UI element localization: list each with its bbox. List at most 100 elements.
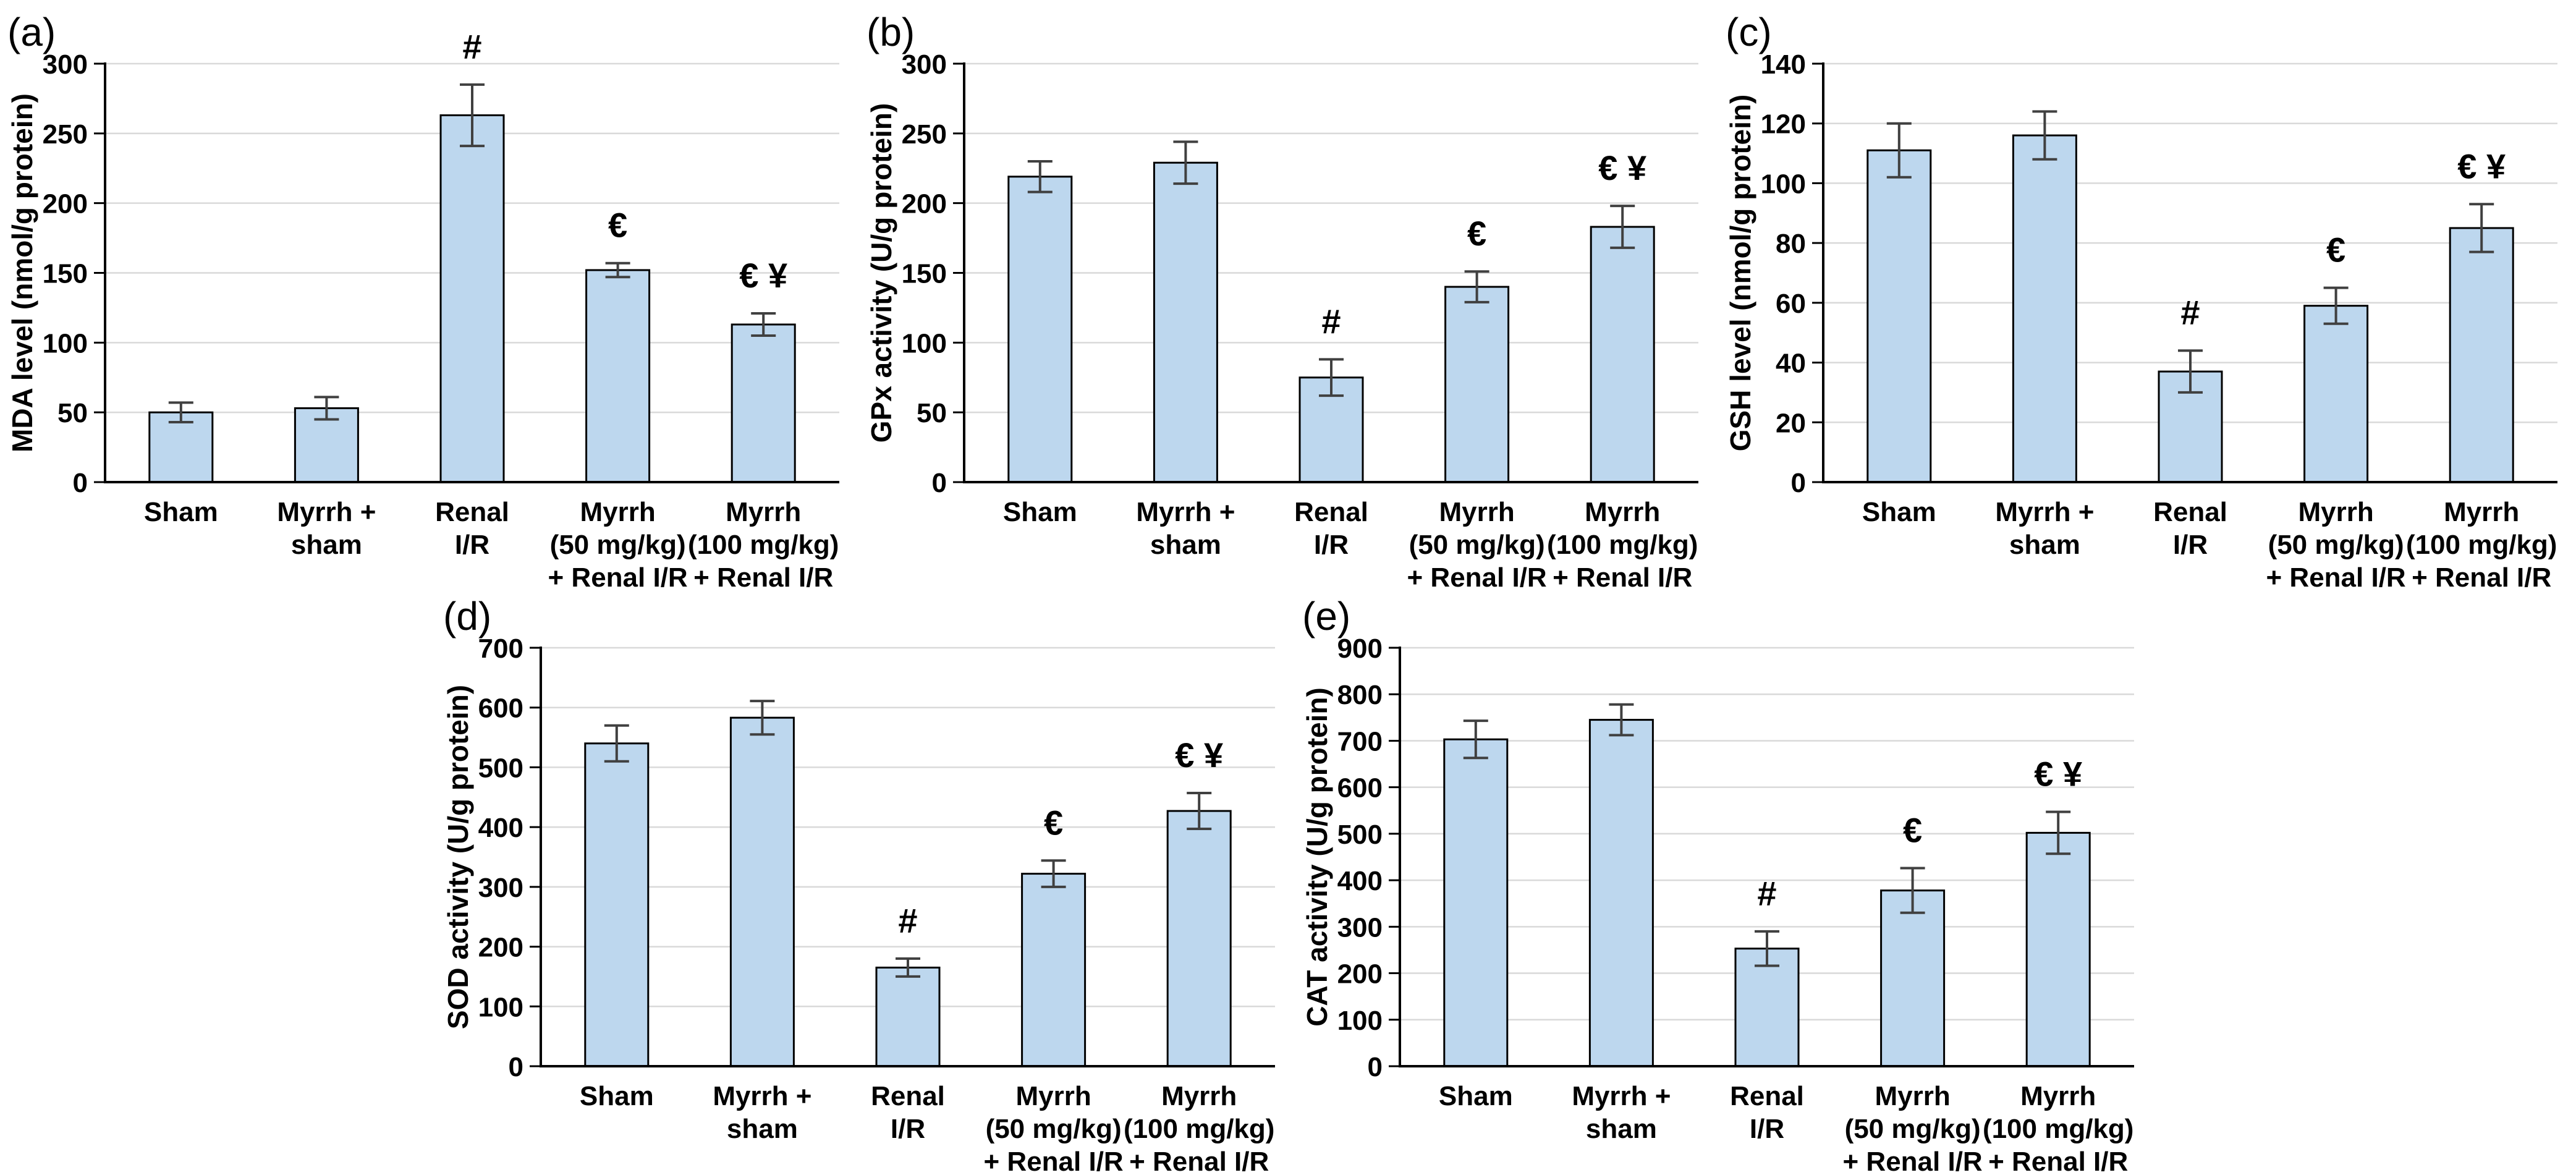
y-axis-title: GSH level (nmol/g protein) [1724,95,1756,452]
bar [2012,134,2077,483]
y-axis-title: CAT activity (U/g protein) [1301,687,1333,1027]
category-label: Myrrh (100 mg/kg) + Renal I/R [1547,497,1698,593]
y-tick-label: 200 [478,933,523,963]
category-label: Myrrh (100 mg/kg) + Renal I/R [2406,497,2557,593]
bar-chart-svg: 0 50 100 150 200 250 300 Sham Myrrh + sham # Renal I… [865,10,1698,593]
error-bar [460,83,485,148]
chart-panel-e: 0 100 200 300 400 500 600 700 800 900 Sham Myrrh + s… [1295,589,2154,1175]
bar-chart-svg: 0 100 200 300 400 500 600 700 Sham Myrrh + sham # Re… [442,594,1275,1175]
y-tick-label: 300 [478,873,523,903]
y-tick-label: 20 [1776,408,1806,438]
category-label: Sham [144,497,218,527]
bar [731,323,796,483]
y-tick-label: 100 [1761,169,1806,199]
error-bar [751,312,776,337]
y-tick-label: 400 [1337,866,1383,896]
y-tick-label: 0 [932,468,947,498]
significance-marker: € [1903,811,1922,850]
category-label: Renal I/R [1294,497,1368,560]
error-bar [1886,122,1912,179]
category-label: Myrrh + sham [1136,497,1235,560]
error-bar [1610,205,1635,249]
y-tick-label: 100 [1337,1006,1383,1036]
bar [585,269,651,483]
y-tick-label: 150 [43,259,88,289]
y-tick-label: 250 [43,119,88,150]
error-bar [2046,810,2071,855]
y-tick-label: 100 [478,992,523,1022]
y-tick-label: 700 [478,634,523,664]
error-bar [1187,792,1212,831]
y-tick-label: 80 [1776,229,1806,259]
significance-marker: € [1044,803,1063,842]
y-tick-label: 50 [57,398,88,428]
significance-marker: € ¥ [739,256,787,295]
category-label: Myrrh (100 mg/kg) + Renal I/R [1983,1081,2134,1175]
y-tick-label: 600 [1337,773,1383,804]
bar [2449,227,2514,483]
y-tick-label: 300 [43,49,88,80]
bar [1444,286,1510,483]
category-label: Myrrh + sham [713,1081,811,1144]
chart-panel-b: 0 50 100 150 200 250 300 Sham Myrrh + sham # Renal I… [859,5,1718,593]
y-tick-label: 200 [43,189,88,219]
category-label: Myrrh (50 mg/kg) + Renal I/R [1407,497,1547,593]
y-tick-label: 140 [1761,49,1806,80]
category-label: Myrrh + sham [1572,1081,1671,1144]
significance-marker: € ¥ [2034,755,2082,794]
y-tick-label: 300 [902,49,947,80]
category-label: Sham [1003,497,1077,527]
bar [875,966,941,1067]
significance-marker: € ¥ [1598,148,1646,187]
category-label: Renal I/R [1730,1081,1804,1144]
y-tick-label: 0 [509,1052,523,1082]
y-tick-label: 400 [478,813,523,843]
y-tick-label: 800 [1337,680,1383,710]
bar [1443,738,1509,1067]
error-bar [1464,270,1489,303]
bar-chart-svg: 0 20 40 60 80 100 120 140 Sham Myrrh + sham # Renal I… [1724,10,2557,593]
error-bar [896,957,920,978]
category-label: Sham [1439,1081,1513,1111]
significance-marker: # [462,27,481,66]
category-label: Sham [1862,497,1936,527]
bar [439,114,505,483]
y-axis-title: SOD activity (U/g protein) [442,685,474,1029]
y-tick-label: 300 [1337,912,1383,943]
chart-panel-c: 0 20 40 60 80 100 120 140 Sham Myrrh + sham # Renal I… [1718,5,2576,593]
y-tick-label: 500 [1337,820,1383,850]
category-label: Renal I/R [435,497,509,560]
y-axis-title: MDA level (nmol/g protein) [6,93,38,452]
category-label: Sham [580,1081,654,1111]
error-bar [168,401,193,423]
y-tick-label: 150 [902,259,947,289]
category-label: Myrrh + sham [277,497,376,560]
error-bar [1319,358,1344,397]
category-label: Myrrh (100 mg/kg) + Renal I/R [1124,1081,1275,1175]
category-label: Renal I/R [2153,497,2227,560]
y-tick-label: 200 [1337,959,1383,990]
bar [729,716,795,1067]
significance-marker: € [1467,214,1486,253]
error-bar [314,396,339,421]
y-tick-label: 700 [1337,726,1383,757]
error-bar [2032,110,2057,161]
significance-marker: # [1757,874,1776,913]
y-tick-label: 0 [1368,1052,1383,1082]
error-bar [750,700,775,736]
significance-marker: € ¥ [2457,146,2506,185]
error-bar [2178,349,2203,394]
y-tick-label: 40 [1776,349,1806,379]
bar [1007,176,1073,483]
bar [1588,719,1654,1067]
bar [2303,305,2369,483]
category-label: Myrrh + sham [1995,497,2094,560]
y-axis-title: GPx activity (U/g protein) [865,103,897,443]
significance-marker: € ¥ [1175,736,1223,774]
category-label: Renal I/R [871,1081,945,1144]
category-label: Myrrh (50 mg/kg) + Renal I/R [2266,497,2406,593]
error-bar [604,724,629,763]
category-label: Myrrh (100 mg/kg) + Renal I/R [688,497,839,593]
bar [2025,831,2091,1067]
y-tick-label: 0 [1791,468,1806,498]
